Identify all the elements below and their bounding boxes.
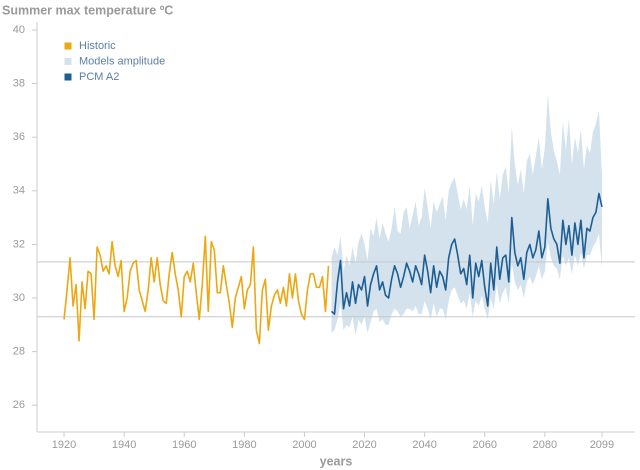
y-tick-label: 34	[13, 185, 25, 197]
y-tick-label: 38	[13, 78, 25, 90]
legend-label: PCM A2	[79, 71, 119, 83]
x-tick-label: 1920	[52, 439, 76, 451]
legend-label: Models amplitude	[79, 55, 165, 67]
x-tick-label: 1940	[112, 439, 136, 451]
chart-title: Summer max temperature ºC	[2, 3, 173, 17]
y-tick-label: 30	[13, 292, 25, 304]
y-tick-label: 26	[13, 399, 25, 411]
legend-label: Historic	[79, 40, 116, 52]
x-tick-label: 2020	[352, 439, 376, 451]
x-axis-title: years	[320, 454, 353, 468]
y-tick-label: 32	[13, 238, 25, 250]
legend-swatch	[64, 58, 72, 65]
x-tick-label: 2040	[412, 439, 436, 451]
model-band	[331, 94, 602, 336]
series-line	[63, 235, 330, 345]
x-tick-label: 1980	[232, 439, 256, 451]
x-tick-label: 2099	[590, 439, 614, 451]
legend-swatch	[64, 73, 72, 81]
y-tick-label: 28	[13, 346, 25, 358]
y-tick-label: 40	[13, 24, 25, 36]
y-tick-label: 36	[13, 131, 25, 143]
legend-swatch	[64, 42, 72, 50]
x-tick-label: 1960	[172, 439, 196, 451]
x-tick-label: 2060	[473, 439, 497, 451]
x-tick-label: 2080	[533, 439, 557, 451]
x-tick-label: 2000	[292, 439, 316, 451]
series-line	[330, 192, 603, 315]
